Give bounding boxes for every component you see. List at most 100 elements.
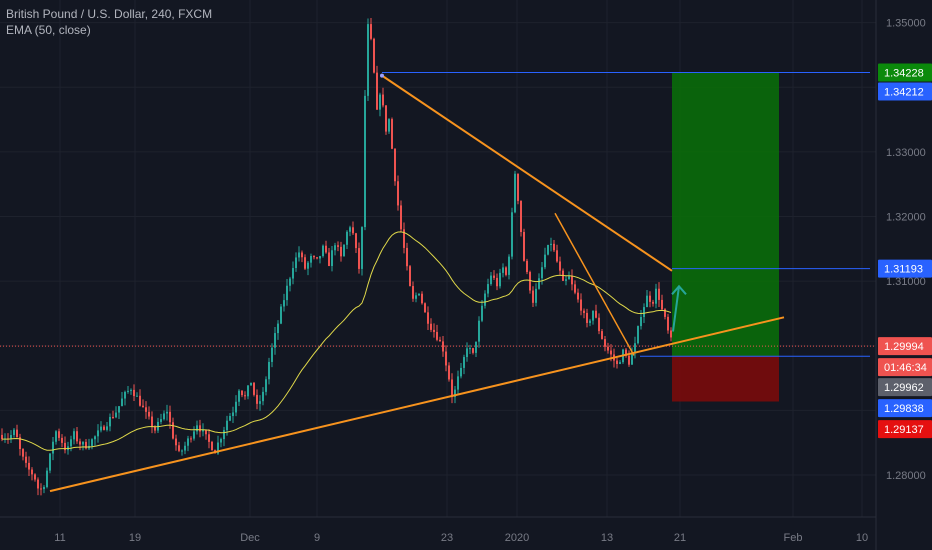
candle xyxy=(574,280,576,295)
candle xyxy=(130,388,132,395)
price-tick-label: 1.33000 xyxy=(886,147,926,159)
candle-body xyxy=(136,395,138,397)
candle-body xyxy=(121,398,123,407)
candle xyxy=(481,299,483,323)
candle xyxy=(73,428,75,445)
candle xyxy=(172,417,174,440)
candle-body xyxy=(430,323,432,330)
candle-body xyxy=(154,426,156,431)
candle xyxy=(424,302,426,313)
candle xyxy=(583,308,585,319)
candle xyxy=(250,382,252,386)
candle-body xyxy=(655,288,657,304)
candle xyxy=(331,246,333,272)
candle xyxy=(136,392,138,397)
candle-body xyxy=(292,268,294,279)
candle xyxy=(205,429,207,440)
candle xyxy=(178,441,180,453)
candle xyxy=(139,389,141,407)
time-axis: 11 19 Dec 9 23 2020 13 21 Feb 10 xyxy=(54,532,868,544)
candle-body xyxy=(202,429,204,432)
candle xyxy=(196,420,198,435)
candle xyxy=(421,291,423,305)
candle xyxy=(28,456,30,477)
candle xyxy=(94,435,96,446)
candle xyxy=(604,336,606,352)
candle xyxy=(283,293,285,312)
candle xyxy=(661,294,663,311)
candle-body xyxy=(286,285,288,301)
candle xyxy=(298,246,300,262)
candle-body xyxy=(478,320,480,342)
candle xyxy=(445,345,447,372)
candle-body xyxy=(28,462,30,470)
candle-body xyxy=(337,245,339,247)
time-tick-label: Dec xyxy=(240,532,260,544)
candle xyxy=(646,290,648,308)
candle-body xyxy=(187,438,189,446)
candle-body xyxy=(208,434,210,442)
candle xyxy=(289,276,291,292)
candle-body xyxy=(316,257,318,259)
candle xyxy=(478,316,480,348)
candle-body xyxy=(514,173,516,213)
candle-body xyxy=(667,316,669,331)
candle xyxy=(181,449,183,456)
candle-body xyxy=(277,323,279,334)
candle xyxy=(526,258,528,275)
candle-body xyxy=(610,350,612,355)
candle xyxy=(274,327,276,355)
candle-body xyxy=(139,395,141,406)
candle xyxy=(496,273,498,291)
candle xyxy=(292,261,294,285)
time-tick-label: 11 xyxy=(54,532,65,544)
candle xyxy=(334,242,336,256)
candle-body xyxy=(163,413,165,420)
candle xyxy=(403,222,405,254)
candle-body xyxy=(10,435,12,439)
candle-body xyxy=(508,256,510,275)
candle-body xyxy=(652,301,654,304)
candle xyxy=(49,453,51,474)
candle xyxy=(472,347,474,355)
candle xyxy=(82,441,84,451)
candle xyxy=(52,437,54,461)
candle-body xyxy=(220,439,222,443)
candle-body xyxy=(16,429,18,438)
candle xyxy=(316,257,318,260)
candle xyxy=(25,451,27,468)
upper-trendline xyxy=(381,74,673,272)
candle-body xyxy=(604,339,606,347)
candle-body xyxy=(388,119,390,132)
candle-body xyxy=(358,248,360,269)
candle xyxy=(148,406,150,420)
candle-body xyxy=(442,341,444,352)
candle-body xyxy=(550,243,552,245)
candle xyxy=(109,413,111,432)
candle-body xyxy=(133,389,135,397)
candle-body xyxy=(19,437,21,450)
price-label: 1.34212 xyxy=(878,82,932,101)
candle xyxy=(619,360,621,365)
symbol-title: British Pound / U.S. Dollar, 240, FXCM xyxy=(6,7,213,21)
candle xyxy=(523,228,525,262)
candle-body xyxy=(178,445,180,451)
candle-body xyxy=(571,276,573,285)
candle-body xyxy=(526,260,528,273)
time-tick-label: 13 xyxy=(601,532,613,544)
candle xyxy=(571,269,573,291)
candle xyxy=(409,265,411,287)
candle xyxy=(193,426,195,441)
candle-body xyxy=(250,382,252,386)
candle-body xyxy=(490,275,492,285)
price-label: 1.31193 xyxy=(878,259,932,278)
price-label: 1.29994 xyxy=(878,337,932,356)
candle-body xyxy=(265,379,267,392)
candle-body xyxy=(235,401,237,413)
candle xyxy=(511,207,513,260)
price-label-bg xyxy=(878,420,932,439)
candle xyxy=(394,148,396,186)
candle-body xyxy=(352,227,354,234)
